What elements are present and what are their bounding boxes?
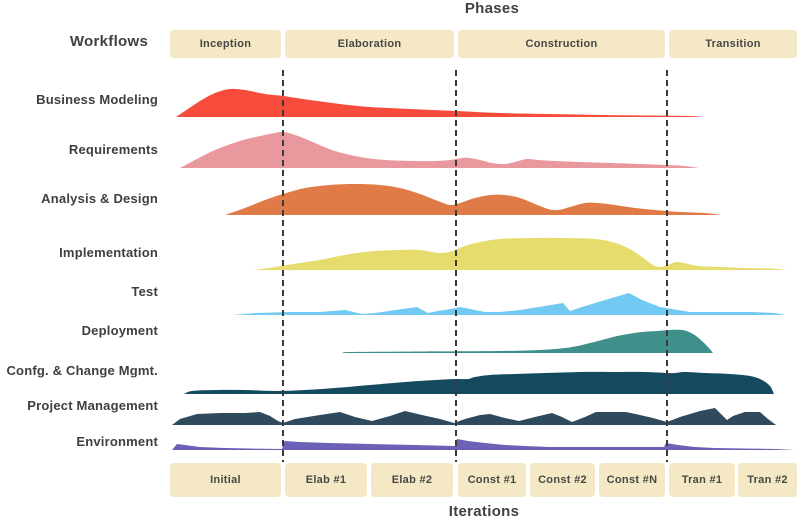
hump-analysis-design bbox=[170, 180, 800, 215]
phase-box-label: Inception bbox=[199, 38, 252, 50]
hump-confg-change-mgmt bbox=[170, 367, 800, 394]
iteration-box-elab-1: Elab #1 bbox=[285, 463, 367, 497]
phase-box-inception: Inception bbox=[170, 30, 281, 58]
workflow-label-analysis-design: Analysis & Design bbox=[41, 191, 158, 206]
iteration-box-const-1: Const #1 bbox=[458, 463, 526, 497]
iterations-title: Iterations bbox=[448, 503, 520, 520]
phase-boundary-dashed-line bbox=[282, 70, 284, 462]
workflow-label-business-modeling: Business Modeling bbox=[36, 92, 158, 107]
hump-environment bbox=[170, 434, 800, 450]
phase-box-label: Construction bbox=[525, 38, 598, 50]
iteration-box-const-n: Const #N bbox=[599, 463, 665, 497]
phase-box-construction: Construction bbox=[458, 30, 665, 58]
iteration-box-const-2: Const #2 bbox=[530, 463, 595, 497]
hump-implementation bbox=[170, 234, 800, 270]
hump-requirements bbox=[170, 128, 800, 168]
phase-box-transition: Transition bbox=[669, 30, 797, 58]
hump-project-management bbox=[170, 403, 800, 425]
phase-boundary-dashed-line bbox=[455, 70, 457, 462]
hump-business-modeling bbox=[170, 85, 800, 117]
workflow-label-test: Test bbox=[131, 284, 158, 299]
hump-deployment bbox=[170, 325, 800, 353]
phase-box-label: Elaboration bbox=[337, 38, 402, 50]
workflow-label-implementation: Implementation bbox=[59, 245, 158, 260]
phases-title: Phases bbox=[464, 0, 520, 17]
iteration-box-label: Elab #1 bbox=[305, 474, 347, 486]
iteration-box-label: Tran #1 bbox=[681, 474, 723, 486]
workflow-label-deployment: Deployment bbox=[81, 323, 158, 338]
iteration-box-label: Const #2 bbox=[538, 474, 587, 486]
iteration-box-tran-2: Tran #2 bbox=[738, 463, 797, 497]
workflow-label-environment: Environment bbox=[76, 434, 158, 449]
iteration-box-initial: Initial bbox=[170, 463, 281, 497]
iteration-box-label: Const #N bbox=[606, 474, 658, 486]
workflow-label-requirements: Requirements bbox=[68, 142, 158, 157]
iteration-box-label: Elab #2 bbox=[391, 474, 433, 486]
iteration-box-label: Tran #2 bbox=[747, 474, 788, 486]
iteration-box-elab-2: Elab #2 bbox=[371, 463, 453, 497]
workflow-label-confg-change-mgmt: Confg. & Change Mgmt. bbox=[6, 363, 158, 378]
iteration-box-label: Const #1 bbox=[467, 474, 517, 486]
workflows-title: Workflows bbox=[69, 33, 149, 50]
iteration-box-label: Initial bbox=[210, 474, 241, 486]
iteration-box-tran-1: Tran #1 bbox=[669, 463, 735, 497]
phase-box-label: Transition bbox=[705, 38, 761, 50]
phase-box-elaboration: Elaboration bbox=[285, 30, 454, 58]
phase-boundary-dashed-line bbox=[666, 70, 668, 462]
workflow-label-project-management: Project Management bbox=[27, 398, 158, 413]
hump-test bbox=[170, 288, 800, 315]
